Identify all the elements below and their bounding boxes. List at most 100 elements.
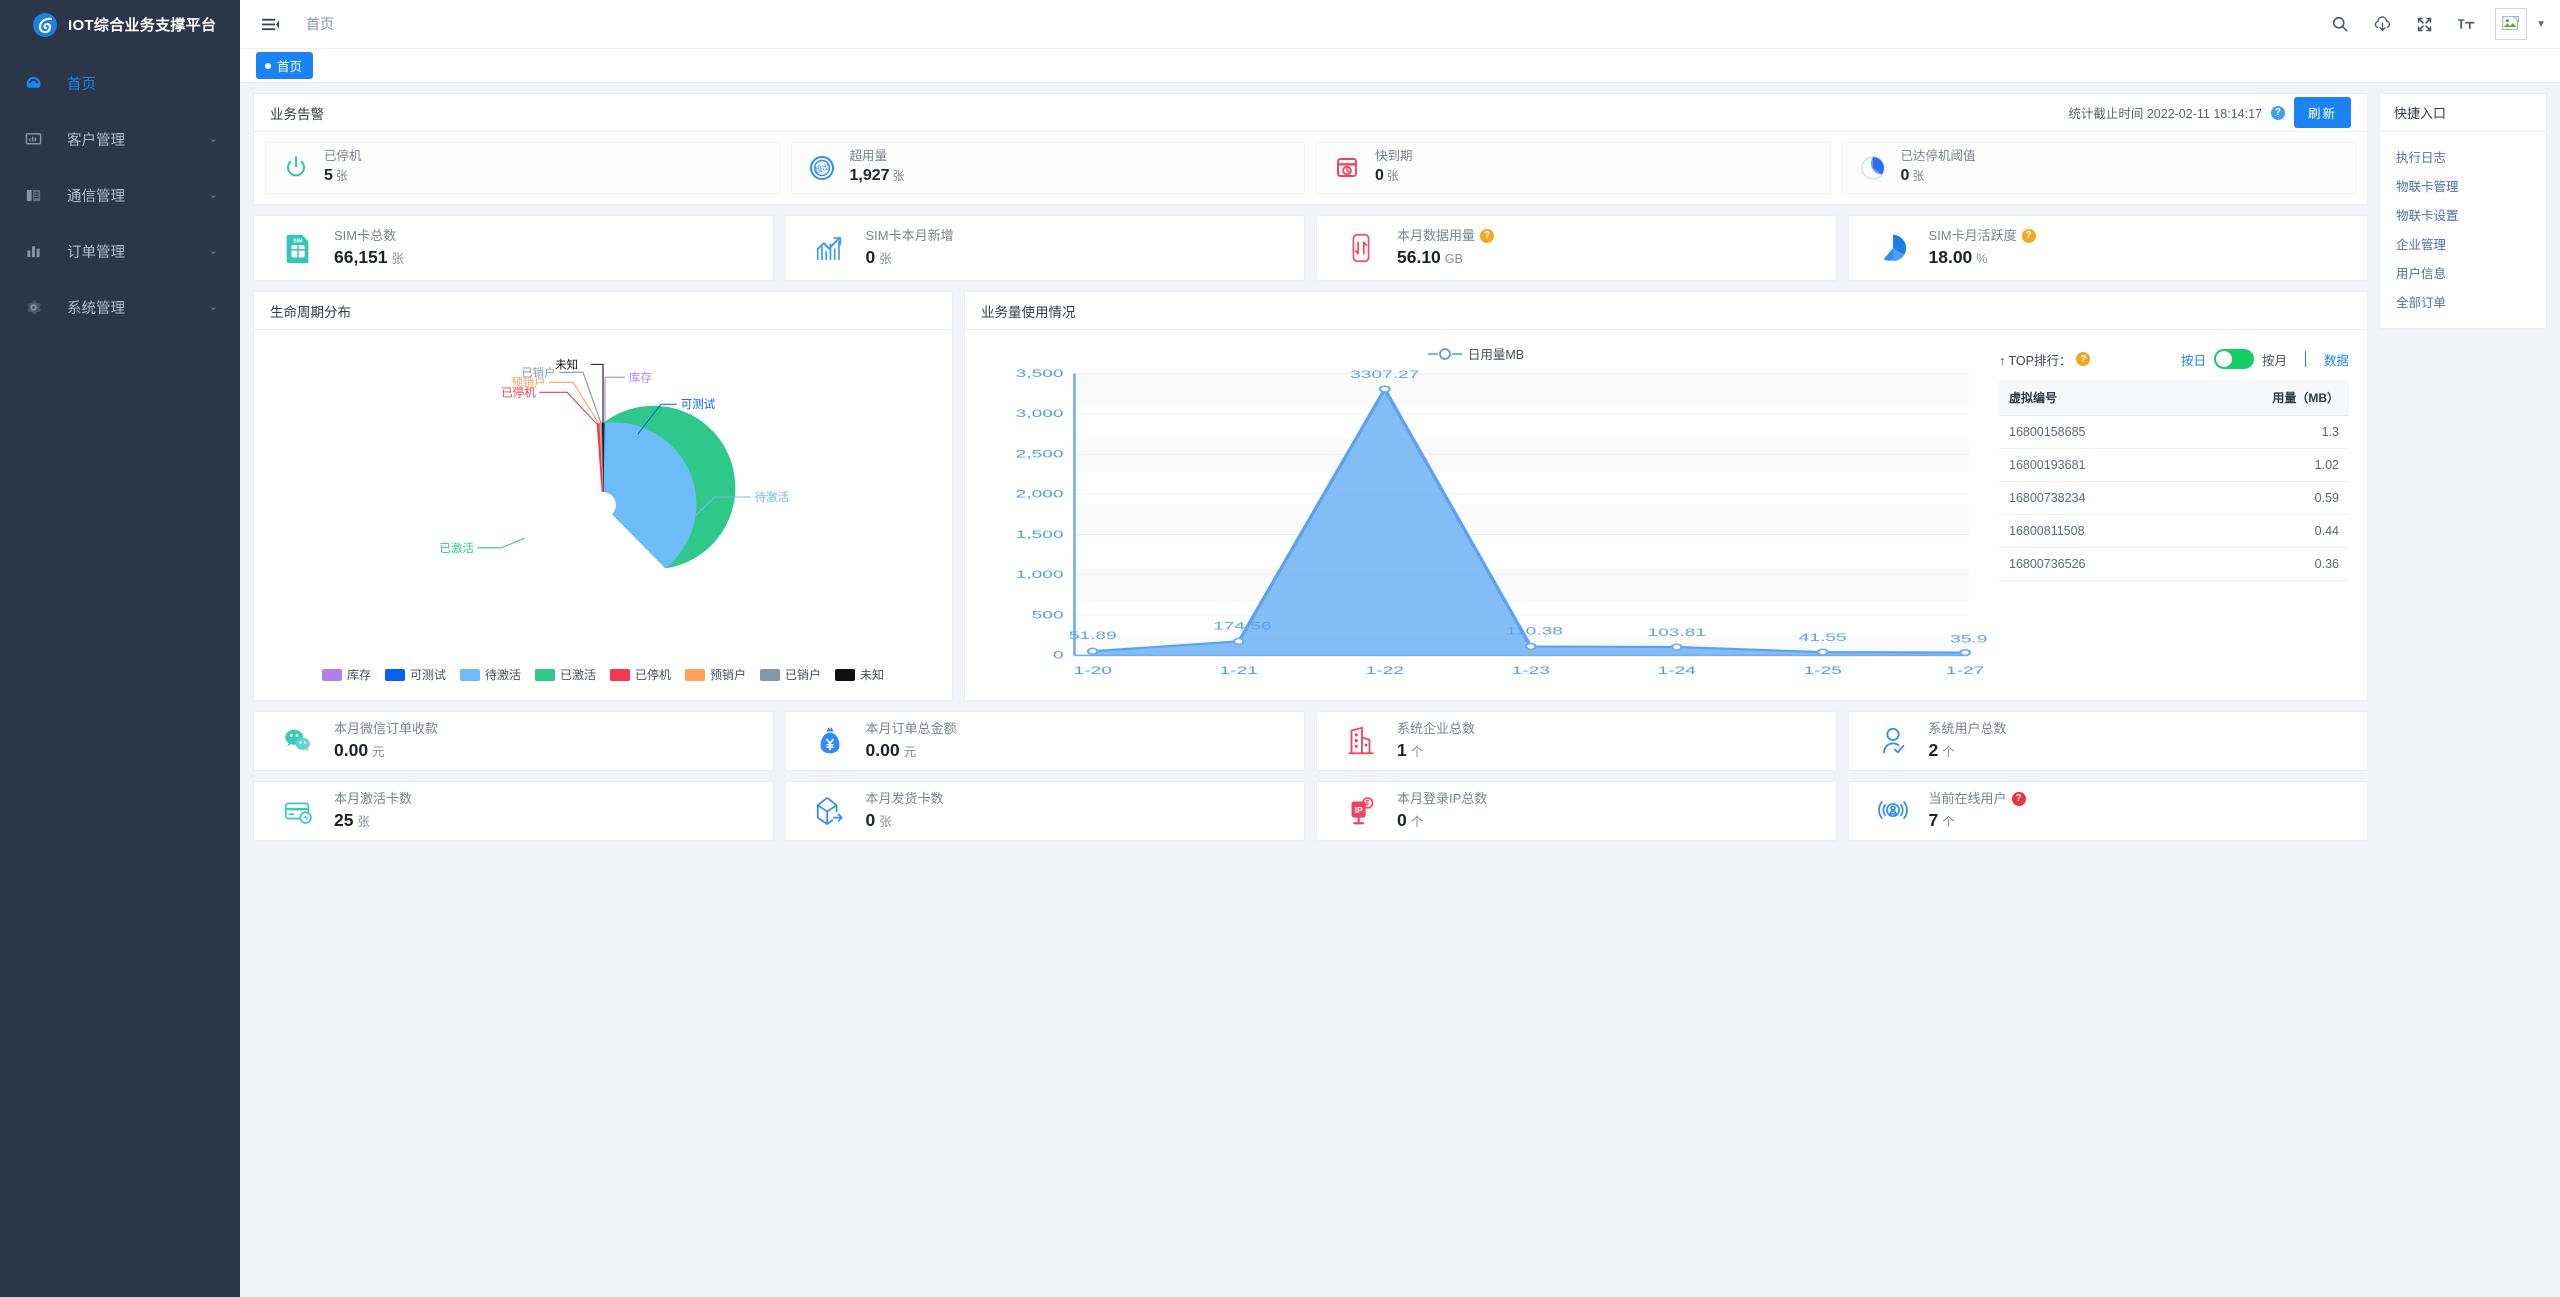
- pie-chart-body: 库存 可测试 待激活 已激活 已停机 预销户: [254, 330, 952, 700]
- stat-card-activated-cards[interactable]: 本月激活卡数 25 张: [253, 781, 774, 841]
- svg-text:库存: 库存: [629, 370, 652, 384]
- svg-text:已停机: 已停机: [501, 385, 536, 399]
- sidebar-item-system[interactable]: 系统管理 ⌄: [0, 279, 240, 335]
- tab-home[interactable]: 首页: [256, 52, 314, 79]
- search-icon[interactable]: [2319, 3, 2361, 45]
- stat-label: 当前在线用户 ?: [1929, 790, 2026, 808]
- legend-item[interactable]: 预销户: [685, 666, 746, 683]
- svg-text:已销户: 已销户: [521, 365, 555, 379]
- quick-item-iot-card-manage[interactable]: 物联卡管理: [2396, 180, 2459, 194]
- stat-card-data-usage[interactable]: 本月数据用量 ? 56.10 GB: [1316, 215, 1837, 281]
- stat-label: 系统企业总数: [1397, 720, 1476, 736]
- table-row[interactable]: 16800736526 0.36: [1999, 547, 2349, 581]
- cell-usage: 0.44: [2183, 514, 2349, 548]
- help-icon[interactable]: ?: [1480, 228, 1495, 243]
- help-icon[interactable]: ?: [2021, 228, 2036, 243]
- stat-label: 本月登录IP总数: [1397, 790, 1488, 806]
- table-row[interactable]: 16800193681 1.02: [1999, 448, 2349, 482]
- stat-value: 56.10 GB: [1397, 246, 1463, 267]
- power-off-icon: [282, 154, 310, 182]
- chevron-down-icon: ⌄: [208, 132, 218, 145]
- quick-item-user-info[interactable]: 用户信息: [2396, 267, 2447, 281]
- legend-item[interactable]: 已激活: [534, 666, 596, 683]
- quick-item-all-orders[interactable]: 全部订单: [2396, 296, 2447, 310]
- top-ranking-section: ↑ TOP排行： ? 按日 按月 数据: [1987, 330, 2367, 700]
- legend-item[interactable]: 已销户: [760, 666, 821, 683]
- cell-usage: 0.59: [2183, 481, 2349, 515]
- sidebar-item-order[interactable]: 订单管理 ⌄: [0, 223, 240, 279]
- toggle-label-month[interactable]: 按月: [2261, 353, 2287, 368]
- data-link[interactable]: 数据: [2323, 353, 2349, 368]
- sidebar-item-label: 系统管理: [67, 300, 125, 317]
- toggle-label-day[interactable]: 按日: [2180, 353, 2206, 368]
- svg-text:SIM: SIM: [293, 238, 302, 244]
- cell-virtual-id[interactable]: 16800193681: [1999, 448, 2184, 482]
- cell-virtual-id[interactable]: 16800811508: [1999, 514, 2184, 548]
- refresh-button[interactable]: 刷新: [2293, 97, 2351, 128]
- alert-tile-overuse[interactable]: 超出 超用量 1,927 张: [790, 142, 1305, 194]
- sidebar-item-home[interactable]: 首页: [0, 55, 240, 111]
- sidebar-menu: 首页 客户管理 ⌄: [0, 49, 240, 335]
- menu-toggle-icon[interactable]: [256, 10, 284, 38]
- content-area: 业务告警 统计截止时间 2022-02-11 18:14:17 ? 刷新: [240, 83, 2560, 1297]
- font-size-icon[interactable]: [2445, 3, 2487, 45]
- table-row[interactable]: 16800738234 0.59: [1999, 481, 2349, 515]
- avatar[interactable]: [2495, 8, 2528, 40]
- stat-label: 本月激活卡数: [334, 790, 413, 806]
- lifecycle-pie-chart[interactable]: 库存 可测试 待激活 已激活 已停机 预销户: [254, 330, 952, 660]
- fullscreen-icon[interactable]: [2403, 3, 2445, 45]
- brand-title: IOT综合业务支撑平台: [68, 17, 217, 34]
- svg-text:预销户: 预销户: [511, 375, 545, 389]
- help-icon[interactable]: ?: [2270, 105, 2285, 120]
- sidebar-item-customer[interactable]: 客户管理 ⌄: [0, 111, 240, 167]
- stat-card-wechat-income[interactable]: 本月微信订单收款 0.00 元: [253, 711, 774, 771]
- sidebar-item-communication[interactable]: 通信管理 ⌄: [0, 167, 240, 223]
- daily-usage-area-chart[interactable]: 日用量MB: [965, 330, 1987, 700]
- cloud-download-icon[interactable]: [2361, 3, 2403, 45]
- help-icon[interactable]: ?: [2011, 791, 2026, 806]
- quick-item-enterprise-manage[interactable]: 企业管理: [2396, 238, 2447, 252]
- chevron-down-icon: ⌄: [208, 244, 218, 257]
- legend-marker-icon: [1427, 347, 1462, 360]
- online-user-icon: [1875, 793, 1911, 829]
- cell-virtual-id[interactable]: 16800158685: [1999, 415, 2184, 449]
- building-icon: [1343, 723, 1379, 759]
- column-header-usage: 用量（MB）: [2183, 380, 2349, 416]
- legend-item[interactable]: 未知: [835, 666, 884, 683]
- money-bag-icon: [812, 723, 848, 759]
- quick-item-iot-card-settings[interactable]: 物联卡设置: [2396, 209, 2459, 223]
- help-icon[interactable]: ?: [2076, 352, 2091, 366]
- legend-item[interactable]: 可测试: [384, 666, 446, 683]
- business-alert-header: 业务告警 统计截止时间 2022-02-11 18:14:17 ? 刷新: [254, 94, 2367, 132]
- stat-card-sim-activity[interactable]: SIM卡月活跃度 ? 18.00%: [1847, 215, 2368, 281]
- table-row[interactable]: 16800811508 0.44: [1999, 514, 2349, 548]
- alert-header-actions: 统计截止时间 2022-02-11 18:14:17 ? 刷新: [2068, 97, 2351, 128]
- cell-virtual-id[interactable]: 16800738234: [1999, 481, 2184, 515]
- stat-value: 0.00 元: [334, 739, 385, 760]
- stat-card-sim-total[interactable]: SIM SIM卡总数 66,151 张: [253, 215, 774, 281]
- day-month-toggle[interactable]: [2213, 349, 2254, 369]
- table-row[interactable]: 16800158685 1.3: [1999, 415, 2349, 449]
- chevron-down-icon[interactable]: ▼: [2536, 18, 2546, 30]
- legend-item[interactable]: 库存: [321, 666, 371, 683]
- cell-virtual-id[interactable]: 16800736526: [1999, 547, 2184, 581]
- quick-item-exec-log[interactable]: 执行日志: [2396, 151, 2447, 165]
- legend-item[interactable]: 已停机: [610, 666, 671, 683]
- legend-item[interactable]: 待激活: [459, 666, 521, 683]
- breadcrumb[interactable]: 首页: [306, 16, 334, 32]
- gear-icon: [22, 299, 44, 316]
- cell-usage: 1.02: [2183, 448, 2349, 482]
- stat-card-order-total[interactable]: 本月订单总金额 0.00 元: [784, 711, 1305, 771]
- legend-swatch: [835, 668, 856, 681]
- right-column: 快捷入口 执行日志 物联卡管理 物联卡设置 企业管理 用户信息 全部订单: [2379, 93, 2547, 1297]
